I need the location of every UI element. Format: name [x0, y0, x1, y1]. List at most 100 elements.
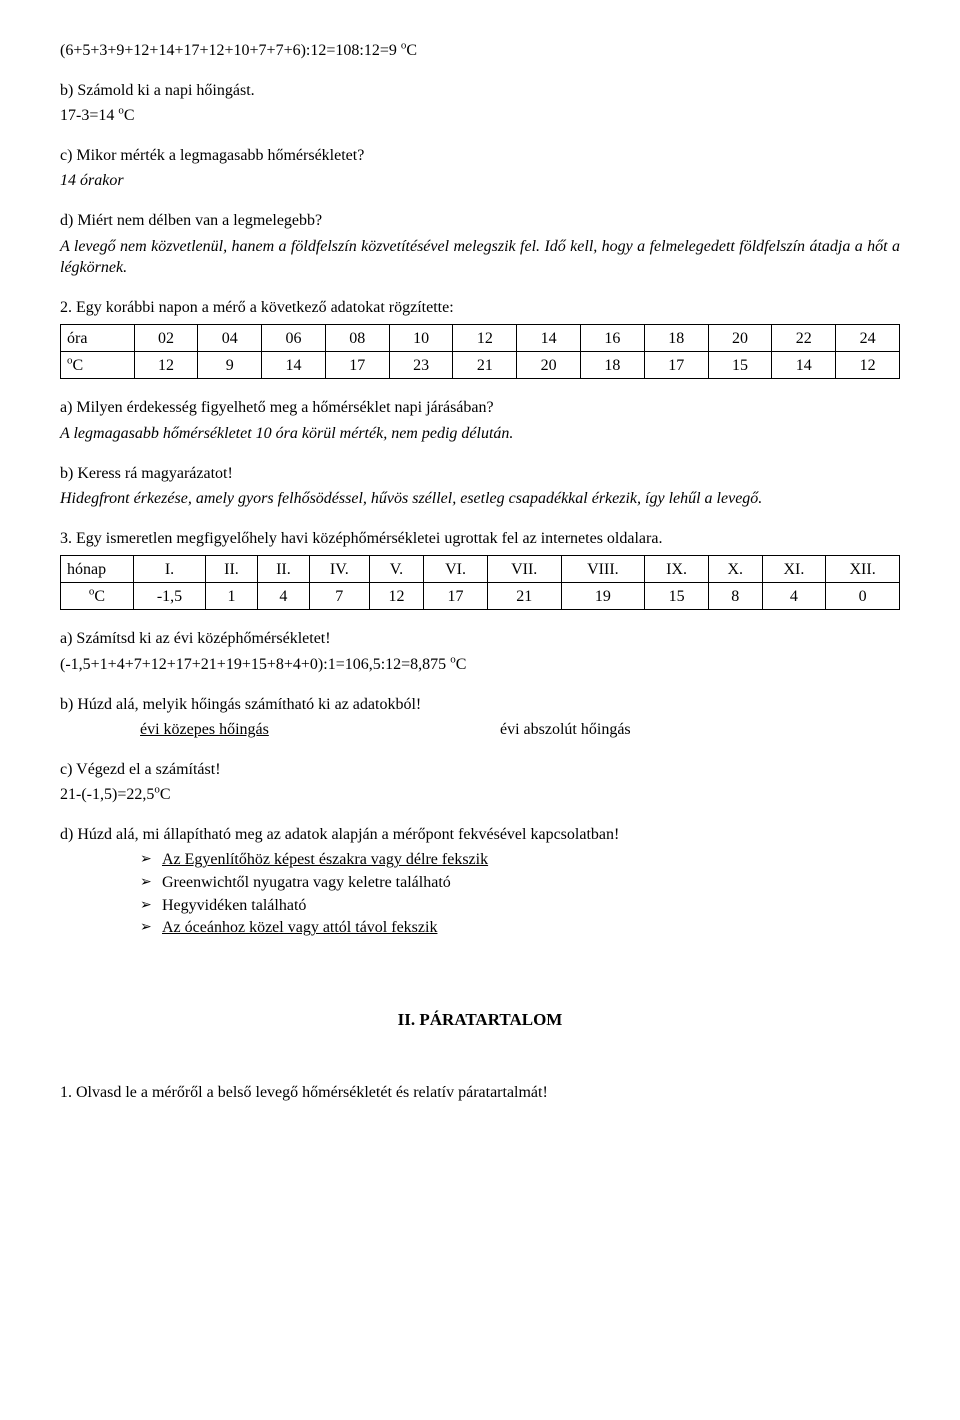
unit-oc: oC [154, 786, 170, 803]
q-d-label: d) Miért nem délben van a legmelegebb? [60, 210, 900, 232]
table-cell: 04 [198, 325, 262, 352]
table-cell: 9 [198, 352, 262, 379]
q3d-label: d) Húzd alá, mi állapítható meg az adato… [60, 824, 900, 846]
q-b-label: b) Számold ki a napi hőingást. [60, 80, 900, 102]
q3c-label: c) Végezd el a számítást! [60, 759, 900, 781]
table-cell: 15 [645, 583, 709, 610]
q-d-answer: A levegő nem közvetlenül, hanem a földfe… [60, 236, 900, 279]
section-2-title: II. PÁRATARTALOM [60, 1009, 900, 1032]
table-cell: 20 [708, 325, 772, 352]
q3b-label: b) Húzd alá, melyik hőingás számítható k… [60, 694, 900, 716]
arrow-icon: ➢ [140, 895, 162, 916]
arrow-icon: ➢ [140, 917, 162, 938]
table-cell: 23 [389, 352, 453, 379]
table-cell: -1,5 [134, 583, 206, 610]
table-cell: IV. [309, 556, 369, 583]
table-cell: 22 [772, 325, 836, 352]
table-cell: 18 [581, 352, 645, 379]
bullet-text: Az Egyenlítőhöz képest északra vagy délr… [162, 849, 488, 871]
calc-line-1: (6+5+3+9+12+14+17+12+10+7+7+6):12=108:12… [60, 40, 900, 62]
q3b-options: évi közepes hőingás évi abszolút hőingás [60, 719, 900, 741]
q3a-label: a) Számítsd ki az évi középhőmérsékletet… [60, 628, 900, 650]
table-cell: 18 [644, 325, 708, 352]
table-cell: 12 [369, 583, 423, 610]
q2b-answer: Hidegfront érkezése, amely gyors felhősö… [60, 488, 900, 510]
q3b-opt2: évi abszolút hőingás [500, 721, 631, 738]
table-cell: 08 [325, 325, 389, 352]
table-cell-label: óra [61, 325, 135, 352]
q3a-calc: (-1,5+1+4+7+12+17+21+19+15+8+4+0):1=106,… [60, 654, 900, 676]
unit-oc: oC [450, 656, 466, 673]
list-item: ➢ Az Egyenlítőhöz képest északra vagy dé… [140, 849, 900, 871]
table-cell: 14 [517, 325, 581, 352]
table-cell: VIII. [561, 556, 645, 583]
bullet-text: Greenwichtől nyugatra vagy keletre talál… [162, 872, 451, 894]
table-row: hónap I. II. II. IV. V. VI. VII. VIII. I… [61, 556, 900, 583]
q3-intro: 3. Egy ismeretlen megfigyelőhely havi kö… [60, 528, 900, 550]
bullet-text: Az óceánhoz közel vagy attól távol feksz… [162, 917, 437, 939]
table-cell: XII. [826, 556, 900, 583]
table-cell: II. [206, 556, 258, 583]
arrow-icon: ➢ [140, 849, 162, 870]
q2a-label: a) Milyen érdekesség figyelhető meg a hő… [60, 397, 900, 419]
table-cell: 20 [517, 352, 581, 379]
table-cell: 17 [644, 352, 708, 379]
q2a-answer: A legmagasabb hőmérsékletet 10 óra körül… [60, 423, 900, 445]
table-cell: 14 [262, 352, 326, 379]
table-cell: I. [134, 556, 206, 583]
q-c-answer: 14 órakor [60, 170, 900, 192]
table-cell: 4 [257, 583, 309, 610]
table-cell: 7 [309, 583, 369, 610]
table-cell: 19 [561, 583, 645, 610]
table-cell: 17 [424, 583, 488, 610]
calc-text: (6+5+3+9+12+14+17+12+10+7+7+6):12=108:12… [60, 42, 401, 59]
table-cell: 8 [708, 583, 762, 610]
table-cell: 06 [262, 325, 326, 352]
bullet-text: Hegyvidéken található [162, 895, 306, 917]
data-table-2: hónap I. II. II. IV. V. VI. VII. VIII. I… [60, 555, 900, 610]
table-row: oC -1,5 1 4 7 12 17 21 19 15 8 4 0 [61, 583, 900, 610]
q3a-calc-text: (-1,5+1+4+7+12+17+21+19+15+8+4+0):1=106,… [60, 656, 450, 673]
q2-intro: 2. Egy korábbi napon a mérő a következő … [60, 297, 900, 319]
table-cell: 02 [134, 325, 198, 352]
table-cell: 0 [826, 583, 900, 610]
table-row: oC 12 9 14 17 23 21 20 18 17 15 14 12 [61, 352, 900, 379]
table-cell: 12 [836, 352, 900, 379]
list-item: ➢ Az óceánhoz közel vagy attól távol fek… [140, 917, 900, 939]
table-cell: 14 [772, 352, 836, 379]
table-row: óra 02 04 06 08 10 12 14 16 18 20 22 24 [61, 325, 900, 352]
data-table-1: óra 02 04 06 08 10 12 14 16 18 20 22 24 … [60, 324, 900, 379]
table-cell-label: oC [61, 352, 135, 379]
arrow-icon: ➢ [140, 872, 162, 893]
last-line: 1. Olvasd le a mérőről a belső levegő hő… [60, 1082, 900, 1104]
q3c-answer-prefix: 21-(-1,5)=22,5 [60, 786, 154, 803]
table-cell: II. [257, 556, 309, 583]
q2b-label: b) Keress rá magyarázatot! [60, 463, 900, 485]
unit-oc: oC [401, 42, 417, 59]
list-item: ➢ Greenwichtől nyugatra vagy keletre tal… [140, 872, 900, 894]
table-cell: 12 [134, 352, 198, 379]
q3c-answer: 21-(-1,5)=22,5oC [60, 784, 900, 806]
table-cell: IX. [645, 556, 709, 583]
table-cell: 17 [325, 352, 389, 379]
q-b-answer: 17-3=14 oC [60, 105, 900, 127]
q3d-list: ➢ Az Egyenlítőhöz képest északra vagy dé… [60, 849, 900, 938]
table-cell: 4 [762, 583, 826, 610]
table-cell-label: hónap [61, 556, 134, 583]
table-cell: V. [369, 556, 423, 583]
table-cell: 10 [389, 325, 453, 352]
q3b-opt1: évi közepes hőingás [140, 721, 269, 738]
table-cell: XI. [762, 556, 826, 583]
table-cell: 16 [581, 325, 645, 352]
table-cell: X. [708, 556, 762, 583]
q-b-answer-prefix: 17-3=14 [60, 107, 118, 124]
unit-oc: oC [118, 107, 134, 124]
table-cell: 24 [836, 325, 900, 352]
table-cell: 1 [206, 583, 258, 610]
q-c-label: c) Mikor mérték a legmagasabb hőmérsékle… [60, 145, 900, 167]
table-cell: VII. [487, 556, 561, 583]
table-cell: 21 [453, 352, 517, 379]
table-cell: 15 [708, 352, 772, 379]
table-cell: VI. [424, 556, 488, 583]
table-cell: 12 [453, 325, 517, 352]
